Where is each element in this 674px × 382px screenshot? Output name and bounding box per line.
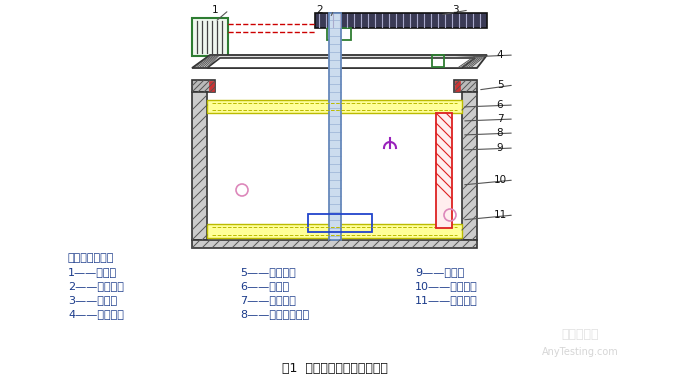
Text: 2——传动带；: 2——传动带； (68, 281, 124, 291)
Polygon shape (207, 100, 462, 113)
Text: 4: 4 (497, 50, 503, 60)
Text: 7: 7 (497, 114, 503, 124)
Text: 6——支架；: 6——支架； (240, 281, 289, 291)
Polygon shape (192, 18, 228, 56)
Polygon shape (436, 113, 452, 228)
Text: 9——外壳；: 9——外壳； (415, 267, 464, 277)
Text: 5: 5 (497, 80, 503, 90)
Polygon shape (207, 58, 475, 68)
Text: 10: 10 (493, 175, 507, 185)
Text: AnyTesting.com: AnyTesting.com (542, 347, 618, 357)
Polygon shape (192, 80, 215, 92)
Text: 嘉峪检测网: 嘉峪检测网 (561, 329, 599, 342)
Text: 7——试样架；: 7——试样架； (240, 295, 296, 305)
Polygon shape (315, 13, 487, 28)
Text: 8: 8 (497, 128, 503, 138)
Text: 2: 2 (317, 5, 324, 15)
Text: 10——旋转盘；: 10——旋转盘； (415, 281, 478, 291)
Text: 11: 11 (493, 210, 507, 220)
Text: 8——试样架立柱；: 8——试样架立柱； (240, 309, 309, 319)
Polygon shape (329, 13, 341, 240)
Polygon shape (192, 92, 207, 240)
Text: 标引序号说明：: 标引序号说明： (68, 253, 115, 263)
Polygon shape (209, 81, 214, 91)
Polygon shape (454, 80, 477, 92)
Polygon shape (192, 55, 487, 68)
Text: 5——密封垫；: 5——密封垫； (240, 267, 296, 277)
Polygon shape (207, 224, 462, 238)
Polygon shape (455, 81, 460, 91)
Text: 3——齿轮；: 3——齿轮； (68, 295, 117, 305)
Text: 1——电机；: 1——电机； (68, 267, 117, 277)
Text: 3: 3 (452, 5, 458, 15)
Text: 9: 9 (497, 143, 503, 153)
Text: 1: 1 (212, 5, 218, 15)
Polygon shape (462, 92, 477, 240)
Polygon shape (192, 240, 477, 248)
Text: 6: 6 (497, 100, 503, 110)
Text: 11——加热器。: 11——加热器。 (415, 295, 478, 305)
Text: 图1  旋转圆盘试验设备示意图: 图1 旋转圆盘试验设备示意图 (282, 362, 388, 375)
Text: 4——泄气口；: 4——泄气口； (68, 309, 124, 319)
